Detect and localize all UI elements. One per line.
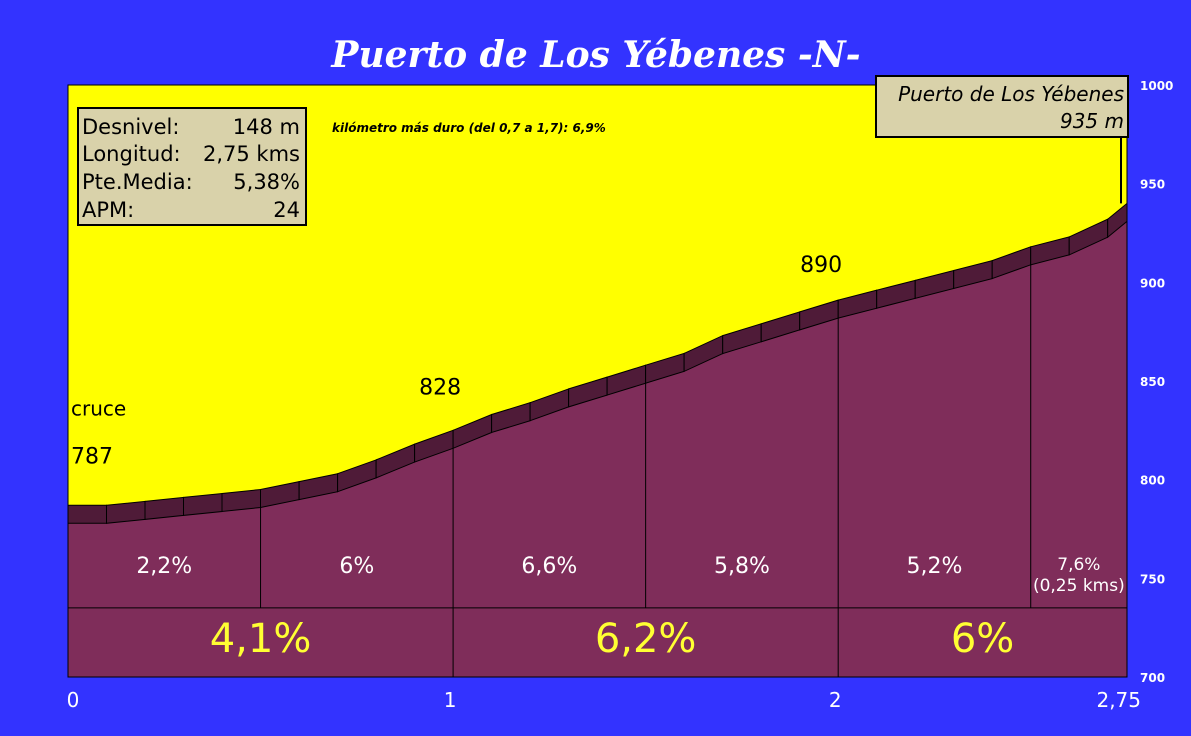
halfkm-gradient-label: 5,8%	[714, 554, 770, 579]
y-tick-label: 800	[1140, 474, 1165, 488]
km-gradient-label: 6%	[951, 616, 1014, 662]
km-gradient-label: 4,1%	[210, 616, 312, 662]
stat-label-longitud: Longitud:	[82, 142, 181, 166]
y-tick-label: 750	[1140, 572, 1165, 586]
halfkm-gradient-label: 2,2%	[136, 554, 192, 579]
x-tick-label: 1	[444, 688, 457, 712]
stat-value-longitud: 2,75 kms	[203, 142, 300, 166]
x-tick-label: 2,75	[1096, 688, 1141, 712]
x-tick-label: 2	[829, 688, 842, 712]
hardest-km-note: kilómetro más duro (del 0,7 a 1,7): 6,9%	[332, 121, 606, 135]
profile-edge-segment	[221, 488, 261, 513]
stat-value-apm: 24	[273, 198, 300, 222]
elevation-label: 890	[800, 253, 842, 278]
km-gradient-label: 6,2%	[595, 616, 697, 662]
stat-label-pendiente: Pte.Media:	[82, 170, 193, 194]
y-tick-label: 950	[1140, 178, 1165, 192]
profile-edge-segment	[106, 500, 146, 524]
profile-edge-segment	[67, 504, 107, 524]
halfkm-gradient-label: 6%	[339, 554, 374, 579]
halfkm-gradient-label: 5,2%	[907, 554, 963, 579]
elevation-label: 828	[419, 375, 461, 400]
elevation-label: 787	[71, 444, 113, 469]
start-point-label: cruce	[71, 396, 126, 420]
halfkm-gradient-sublabel: (0,25 kms)	[1033, 576, 1125, 596]
y-tick-label: 1000	[1140, 79, 1173, 93]
stat-label-apm: APM:	[82, 198, 134, 222]
x-tick-label: 0	[67, 688, 80, 712]
mountain-profile	[68, 221, 1127, 677]
y-tick-label: 900	[1140, 276, 1165, 290]
stat-label-desnivel: Desnivel:	[82, 115, 179, 139]
stat-value-desnivel: 148 m	[233, 115, 300, 139]
stats-box: Desnivel: 148 m Longitud: 2,75 kms Pte.M…	[77, 107, 307, 226]
halfkm-gradient-label: 7,6%	[1057, 555, 1100, 575]
x-axis: 0 1 2 2,75	[67, 688, 1141, 712]
summit-box: Puerto de Los Yébenes 935 m	[875, 75, 1129, 138]
summit-elevation: 935 m	[1060, 109, 1124, 133]
y-axis: 700 750 800 850 900 950 1000	[1140, 79, 1173, 685]
y-tick-label: 850	[1140, 375, 1165, 389]
summit-name: Puerto de Los Yébenes	[898, 82, 1124, 106]
halfkm-gradient-label: 6,6%	[521, 554, 577, 579]
plot-area: 2,2% 6% 6,6% 5,8% 5,2% 7,6%(0,25 kms) 4,1% 6,2%…	[67, 84, 1128, 678]
plot-frame	[67, 84, 1128, 678]
profile-edge-segment	[144, 496, 184, 520]
stat-value-pendiente: 5,38%	[233, 170, 300, 194]
y-tick-label: 700	[1140, 671, 1165, 685]
chart-title: Puerto de Los Yébenes -N-	[330, 34, 860, 76]
profile-edge-segment	[183, 492, 223, 516]
